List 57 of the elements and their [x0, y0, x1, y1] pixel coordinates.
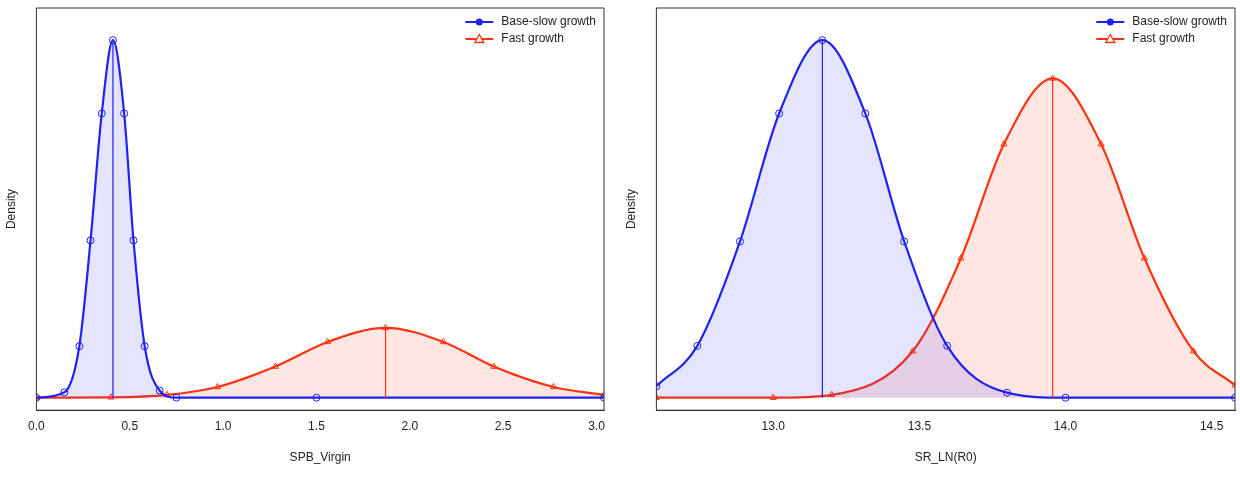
point	[107, 393, 115, 400]
point	[735, 237, 744, 246]
x-tick-label: 14.0	[1053, 418, 1078, 433]
x-tick-label: 2.0	[401, 418, 419, 433]
point	[828, 390, 836, 398]
point	[129, 236, 138, 245]
point	[213, 382, 222, 390]
point	[271, 362, 279, 369]
point	[1189, 347, 1198, 354]
point	[1049, 74, 1057, 81]
point	[769, 393, 777, 400]
point	[1000, 140, 1008, 147]
x-tick-label: 0.0	[28, 418, 46, 433]
point	[108, 36, 117, 45]
x-tick-label: 2.5	[494, 418, 512, 433]
x-tick-label: 13.5	[907, 418, 932, 433]
x-tick-label: 1.0	[214, 418, 232, 433]
x-tick-label: 0.5	[121, 418, 139, 433]
legend-label: Fast growth	[501, 31, 564, 46]
legend-label: Base-slow growth	[1132, 14, 1228, 29]
point	[861, 109, 870, 118]
point	[163, 390, 171, 398]
point	[172, 393, 181, 402]
legend-label: Base-slow growth	[501, 14, 597, 29]
y-axis-title: Density	[623, 189, 638, 230]
point	[909, 347, 917, 354]
point	[900, 237, 909, 246]
point	[550, 382, 558, 390]
point	[943, 341, 952, 350]
point	[324, 337, 332, 345]
x-tick-label: 13.0	[761, 418, 786, 433]
x-axis-title: SPB_Virgin	[289, 450, 351, 465]
x-tick-label: 1.5	[308, 418, 326, 433]
point	[1140, 254, 1148, 261]
point	[775, 109, 784, 118]
point	[957, 254, 965, 261]
x-axis-title: SR_LN(R0)	[914, 450, 977, 465]
point	[86, 236, 95, 245]
point	[155, 386, 164, 395]
point	[75, 342, 84, 351]
point	[97, 109, 106, 118]
point	[382, 323, 390, 331]
point	[312, 393, 321, 402]
point	[1061, 393, 1070, 402]
x-tick-label: 3.0	[588, 418, 606, 433]
point	[60, 388, 69, 397]
x-tick-label: 14.5	[1199, 418, 1224, 433]
point	[140, 342, 149, 351]
point	[818, 36, 827, 45]
point	[120, 109, 129, 118]
point	[1097, 140, 1105, 147]
point	[490, 362, 498, 369]
point	[1003, 388, 1012, 397]
point	[439, 337, 447, 345]
point	[693, 341, 702, 350]
legend-label: Fast growth	[1132, 31, 1195, 46]
y-axis-title: Density	[3, 189, 18, 230]
